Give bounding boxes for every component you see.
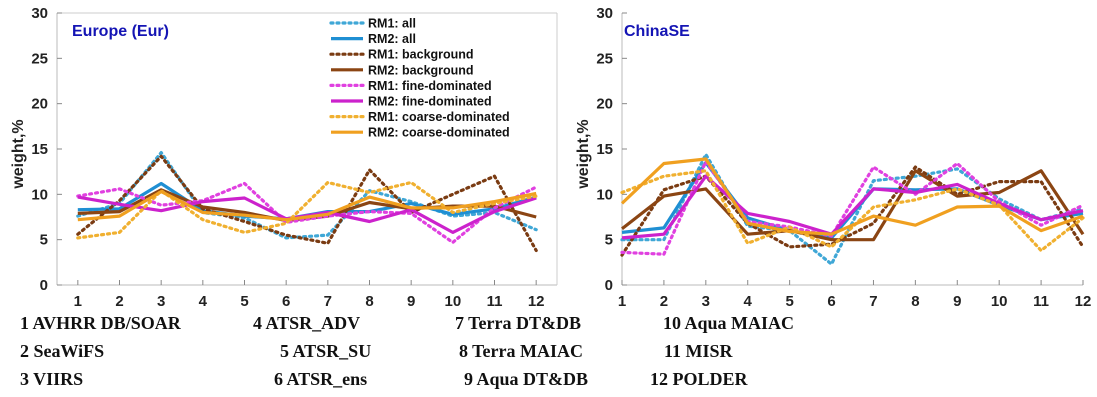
series-line-5 [76,181,538,244]
series-line-4 [621,169,1085,242]
y-tick-label: 25 [31,50,48,67]
x-tick-label: 3 [157,293,165,310]
x-tick-label: 9 [407,293,415,310]
y-tick-label: 10 [596,186,613,203]
series-line-6 [621,174,1084,240]
product-label-4: 4 ATSR_ADV [253,313,360,333]
product-label-3: 3 VIIRS [20,369,83,389]
x-tick-label: 7 [324,293,332,310]
x-tick-label: 9 [953,293,961,310]
legend-entry: RM1: fine-dominated [368,79,492,93]
y-tick-label: 30 [596,5,613,22]
series-line-1 [620,152,1085,266]
y-tick-label: 20 [31,96,48,113]
x-tick-label: 1 [618,293,626,310]
series-line-7 [620,169,1085,253]
legend-entry: RM1: all [368,17,416,31]
series-line-8 [77,190,537,222]
y-tick-label: 5 [40,232,48,249]
x-tick-label: 1 [74,293,82,310]
chart-title: Europe (Eur) [72,23,169,40]
y-tick-label: 10 [31,186,48,203]
series-line-8 [620,157,1084,236]
product-label-5: 5 ATSR_SU [280,341,371,361]
legend-entry: RM1: background [368,48,474,62]
x-tick-label: 8 [911,293,919,310]
x-tick-label: 2 [115,293,123,310]
product-key: 1 AVHRR DB/SOAR 2 SeaWiFS 3 VIIRS 4 ATSR_AD… [20,313,794,389]
y-tick-label: 30 [31,5,48,22]
product-label-10: 10 Aqua MAIAC [663,313,794,333]
chart-title: ChinaSE [624,23,690,40]
y-tick-label: 5 [605,232,613,249]
legend-entry: RM1: coarse-dominated [368,110,510,124]
series-line-1 [76,151,538,240]
x-tick-label: 11 [1033,293,1049,310]
x-tick-label: 10 [991,293,1008,310]
product-label-11: 11 MISR [664,341,734,361]
product-label-6: 6 ATSR_ens [274,369,367,389]
x-tick-label: 12 [528,293,545,310]
x-tick-label: 10 [444,293,461,310]
y-tick-label: 20 [596,96,613,113]
product-label-12: 12 POLDER [650,369,749,389]
product-label-2: 2 SeaWiFS [20,341,104,361]
legend-entry: RM2: coarse-dominated [368,126,510,140]
y-axis-label: weight,% [575,119,592,189]
series-line-3 [76,154,538,253]
y-tick-label: 0 [40,277,48,294]
product-label-1: 1 AVHRR DB/SOAR [20,313,182,333]
product-label-9: 9 Aqua DT&DB [464,369,588,389]
x-tick-label: 5 [785,293,793,310]
y-axis-label: weight,% [10,119,27,189]
product-label-8: 8 Terra MAIAC [459,341,583,361]
product-label-7: 7 Terra DT&DB [455,313,581,333]
legend-entry: RM2: all [368,32,416,46]
legend-entry: RM2: fine-dominated [368,95,492,109]
x-tick-label: 2 [660,293,668,310]
x-tick-label: 4 [199,293,208,310]
y-tick-label: 15 [596,141,613,158]
y-tick-label: 25 [596,50,613,67]
x-tick-label: 6 [282,293,290,310]
y-tick-label: 15 [31,141,48,158]
x-tick-label: 6 [827,293,835,310]
x-tick-label: 7 [869,293,877,310]
series-line-7 [76,180,538,240]
x-tick-label: 3 [702,293,710,310]
x-tick-label: 12 [1075,293,1092,310]
legend-entry: RM2: background [368,63,474,77]
x-tick-label: 11 [487,293,503,310]
y-tick-label: 0 [605,277,613,294]
x-tick-label: 4 [744,293,753,310]
x-tick-label: 5 [240,293,248,310]
x-tick-label: 8 [365,293,373,310]
